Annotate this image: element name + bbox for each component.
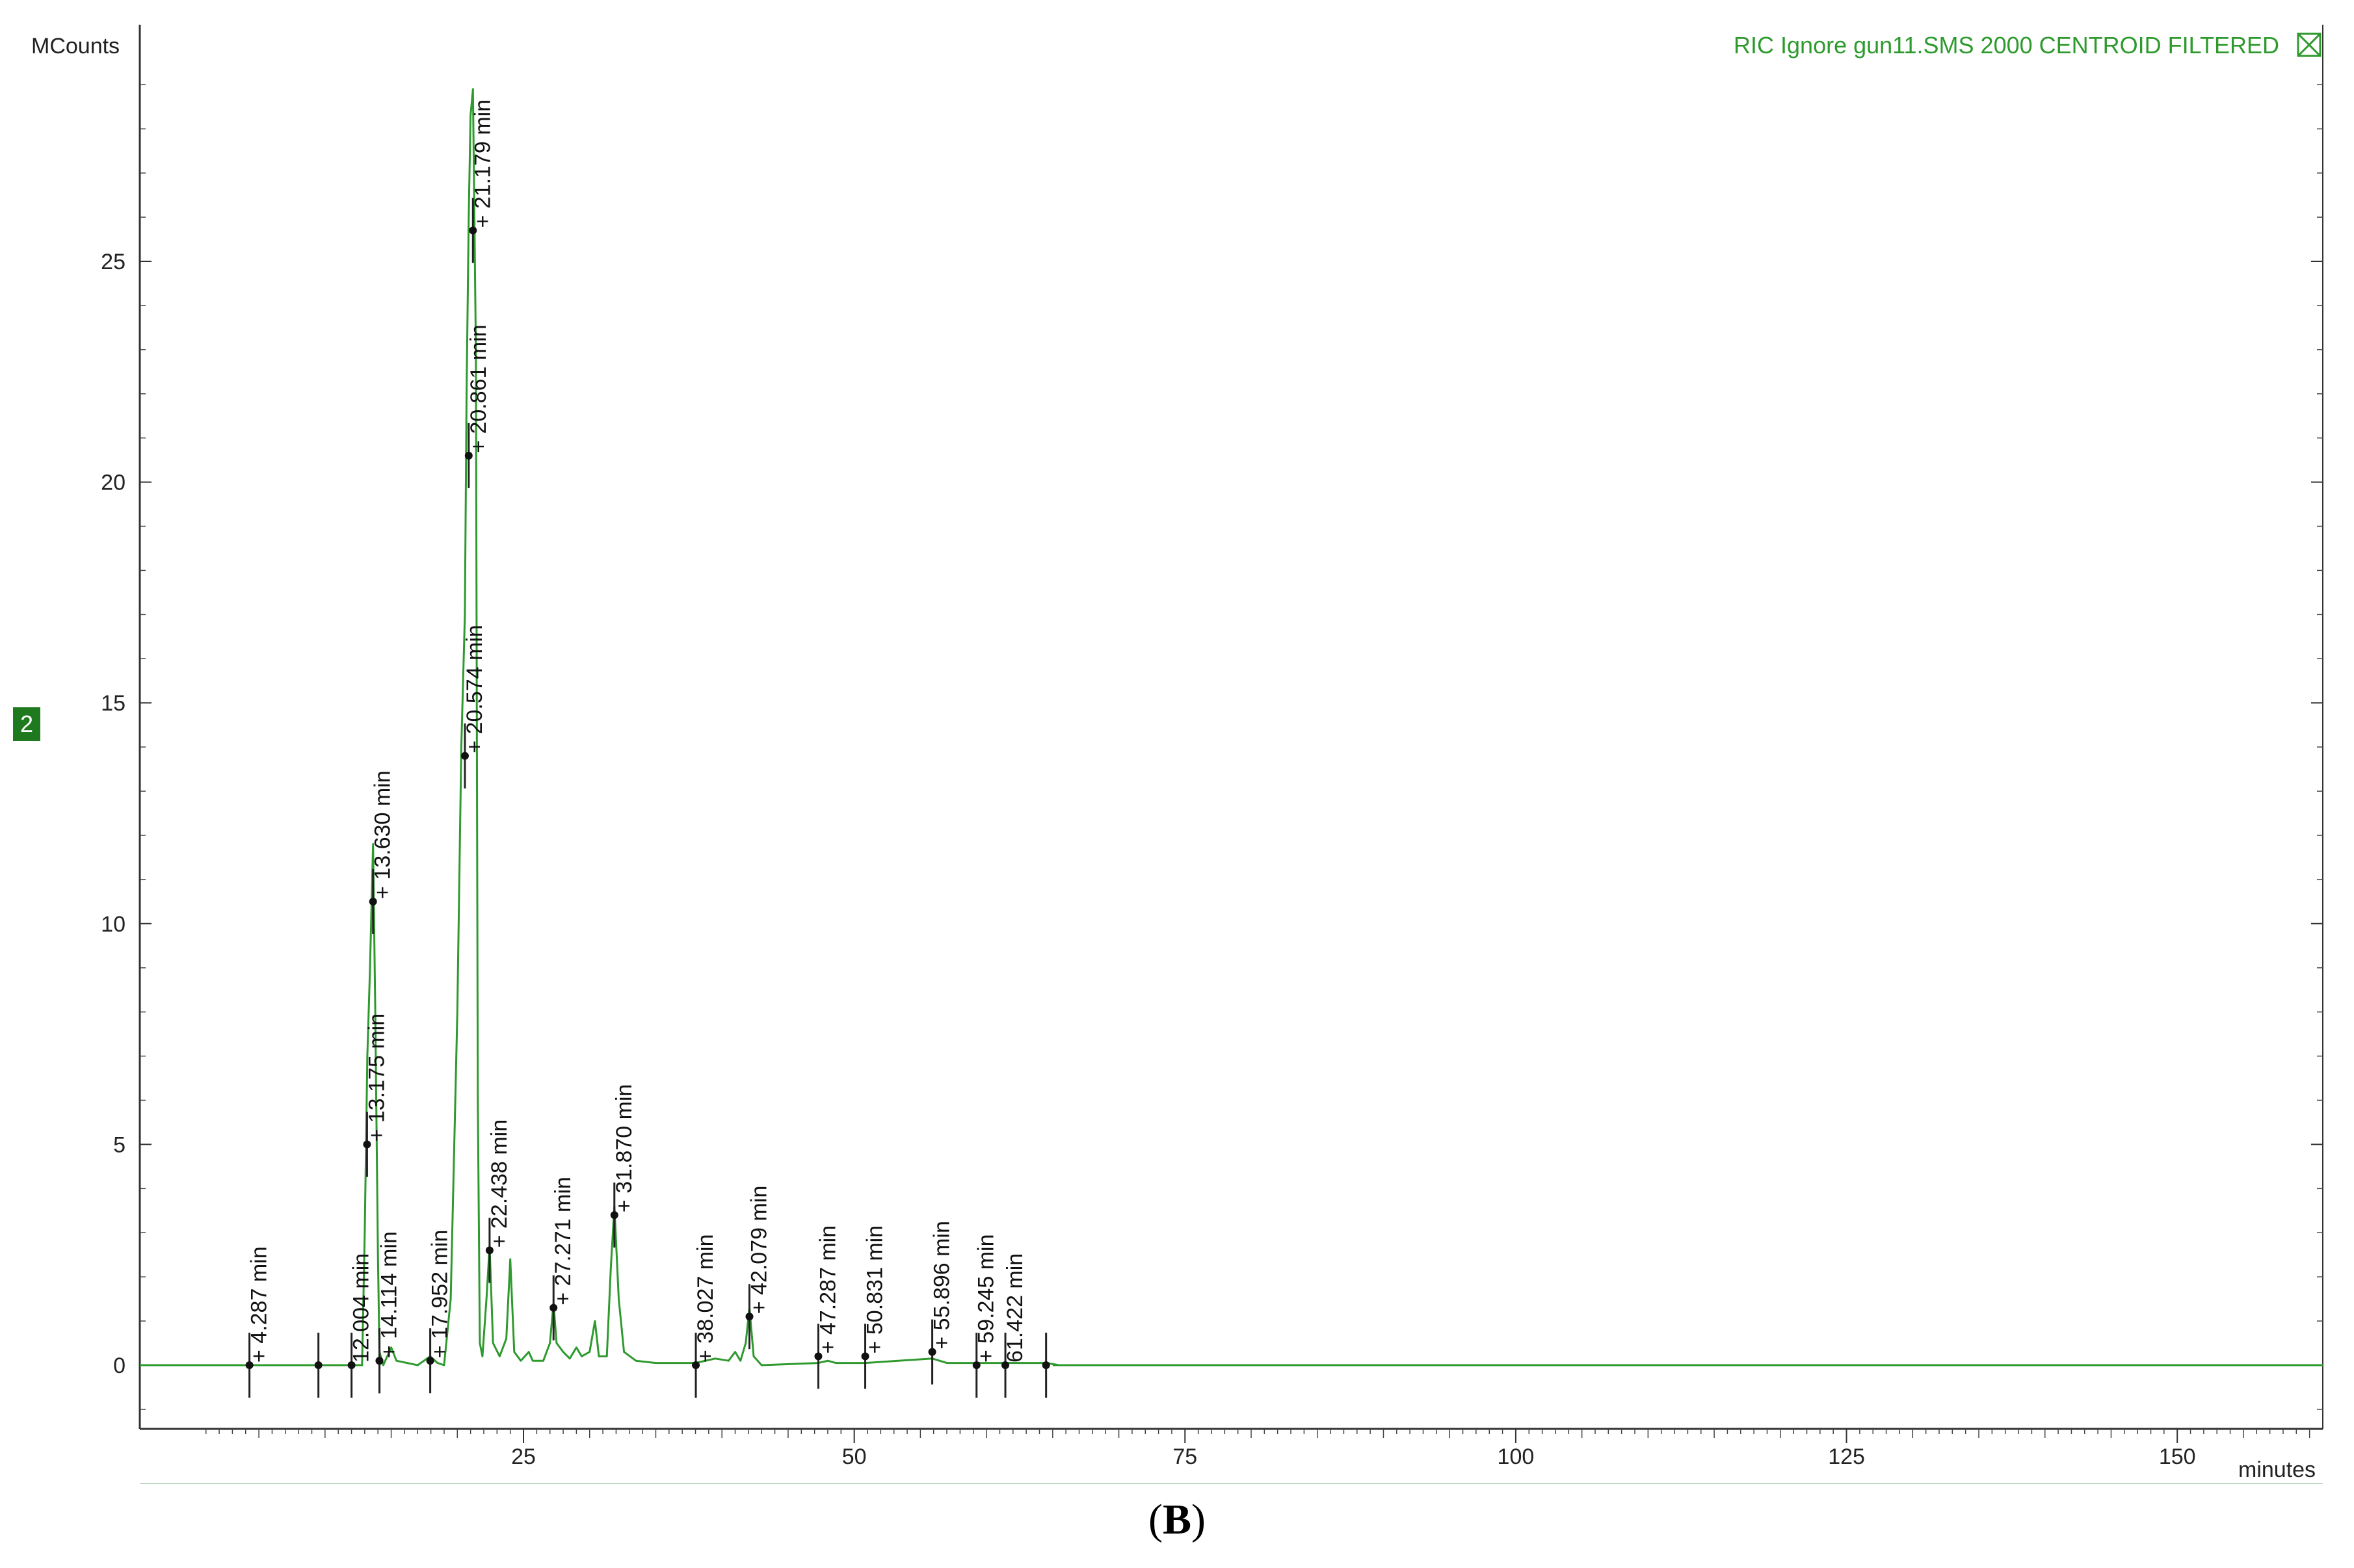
peak-label: 61.422 min bbox=[1003, 1253, 1027, 1363]
peak-label: + 20.861 min bbox=[466, 324, 491, 453]
peak-label: + 27.271 min bbox=[551, 1177, 575, 1305]
peak-marker-dot bbox=[861, 1352, 869, 1361]
trace-number-badge[interactable]: 2 bbox=[13, 707, 40, 741]
x-tick-label: 50 bbox=[842, 1444, 867, 1469]
y-tick-label: 25 bbox=[101, 250, 126, 274]
peak-marker-dot bbox=[460, 751, 469, 760]
peak-marker-dot bbox=[928, 1348, 936, 1356]
peak-marker-dot bbox=[972, 1361, 981, 1369]
peak-label: + 59.245 min bbox=[974, 1234, 999, 1363]
peak-label: + 50.831 min bbox=[863, 1225, 888, 1354]
peak-labels: + 4.287 min 12.004 min + 13.175 min + 13.63… bbox=[247, 99, 1027, 1363]
peak-label: + 21.179 min bbox=[470, 99, 495, 228]
caption-close-paren: ) bbox=[1191, 1496, 1206, 1543]
peak-marker-dot bbox=[692, 1361, 700, 1369]
peak-marker-dot bbox=[814, 1352, 823, 1361]
peak-label: + 13.175 min bbox=[364, 1013, 389, 1142]
legend-close-icon[interactable] bbox=[2297, 33, 2321, 57]
figure-caption: (B) bbox=[0, 1495, 2354, 1545]
peak-label: + 55.896 min bbox=[930, 1221, 955, 1350]
axes bbox=[139, 25, 2323, 1484]
peak-marker-dot bbox=[363, 1140, 371, 1149]
peak-label: + 4.287 min bbox=[247, 1246, 272, 1363]
peak-marker-dot bbox=[464, 451, 473, 460]
peak-label: + 22.438 min bbox=[487, 1119, 512, 1248]
peak-markers bbox=[245, 198, 1050, 1398]
y-tick-label: 0 bbox=[113, 1353, 126, 1378]
peak-label: + 20.574 min bbox=[462, 625, 487, 753]
trace bbox=[140, 88, 2323, 1366]
y-axis-label: MCounts bbox=[31, 34, 120, 59]
peak-label: + 38.027 min bbox=[693, 1234, 718, 1363]
extra-marker-dot bbox=[314, 1361, 323, 1369]
peak-label: + 31.870 min bbox=[612, 1084, 637, 1213]
peak-marker-dot bbox=[369, 897, 377, 906]
caption-letter: B bbox=[1162, 1496, 1192, 1543]
peak-marker-dot bbox=[245, 1361, 254, 1369]
caption-open-paren: ( bbox=[1148, 1496, 1163, 1543]
peak-label: 12.004 min bbox=[349, 1253, 374, 1363]
x-axis-label: minutes bbox=[2238, 1457, 2316, 1482]
peak-marker-dot bbox=[1001, 1361, 1010, 1369]
legend-text: RIC Ignore gun11.SMS 2000 CENTROID FILTE… bbox=[1734, 32, 2279, 59]
chromatogram-trace bbox=[140, 88, 2323, 1366]
peak-marker-dot bbox=[426, 1357, 434, 1365]
peak-label: + 17.952 min bbox=[428, 1230, 453, 1359]
peak-marker-dot bbox=[485, 1246, 494, 1255]
peak-label: + 13.630 min bbox=[371, 770, 395, 899]
y-tick-label: 5 bbox=[113, 1132, 126, 1157]
peak-marker-dot bbox=[610, 1211, 618, 1220]
peak-label: + 42.079 min bbox=[747, 1186, 771, 1314]
x-tick-label: 25 bbox=[511, 1444, 536, 1469]
peak-marker-dot bbox=[469, 226, 477, 235]
x-tick-label: 150 bbox=[2159, 1444, 2196, 1469]
x-tick-label: 125 bbox=[1828, 1444, 1865, 1469]
peak-marker-dot bbox=[347, 1361, 356, 1369]
tick-marks: 0 5 10 15 20 25 25 50 75 100 125 150 bbox=[101, 84, 2323, 1469]
x-tick-label: 75 bbox=[1172, 1444, 1197, 1469]
peak-label: + 47.287 min bbox=[815, 1225, 840, 1354]
y-tick-label: 10 bbox=[101, 912, 126, 937]
peak-marker-dot bbox=[549, 1303, 558, 1312]
x-tick-label: 100 bbox=[1498, 1444, 1535, 1469]
peak-label: + 14.114 min bbox=[377, 1231, 402, 1358]
extra-marker-dot bbox=[1042, 1361, 1050, 1369]
peak-marker-dot bbox=[745, 1313, 754, 1321]
extra-marker-dot bbox=[375, 1357, 384, 1365]
y-tick-label: 20 bbox=[101, 471, 126, 495]
y-tick-label: 15 bbox=[101, 691, 126, 716]
